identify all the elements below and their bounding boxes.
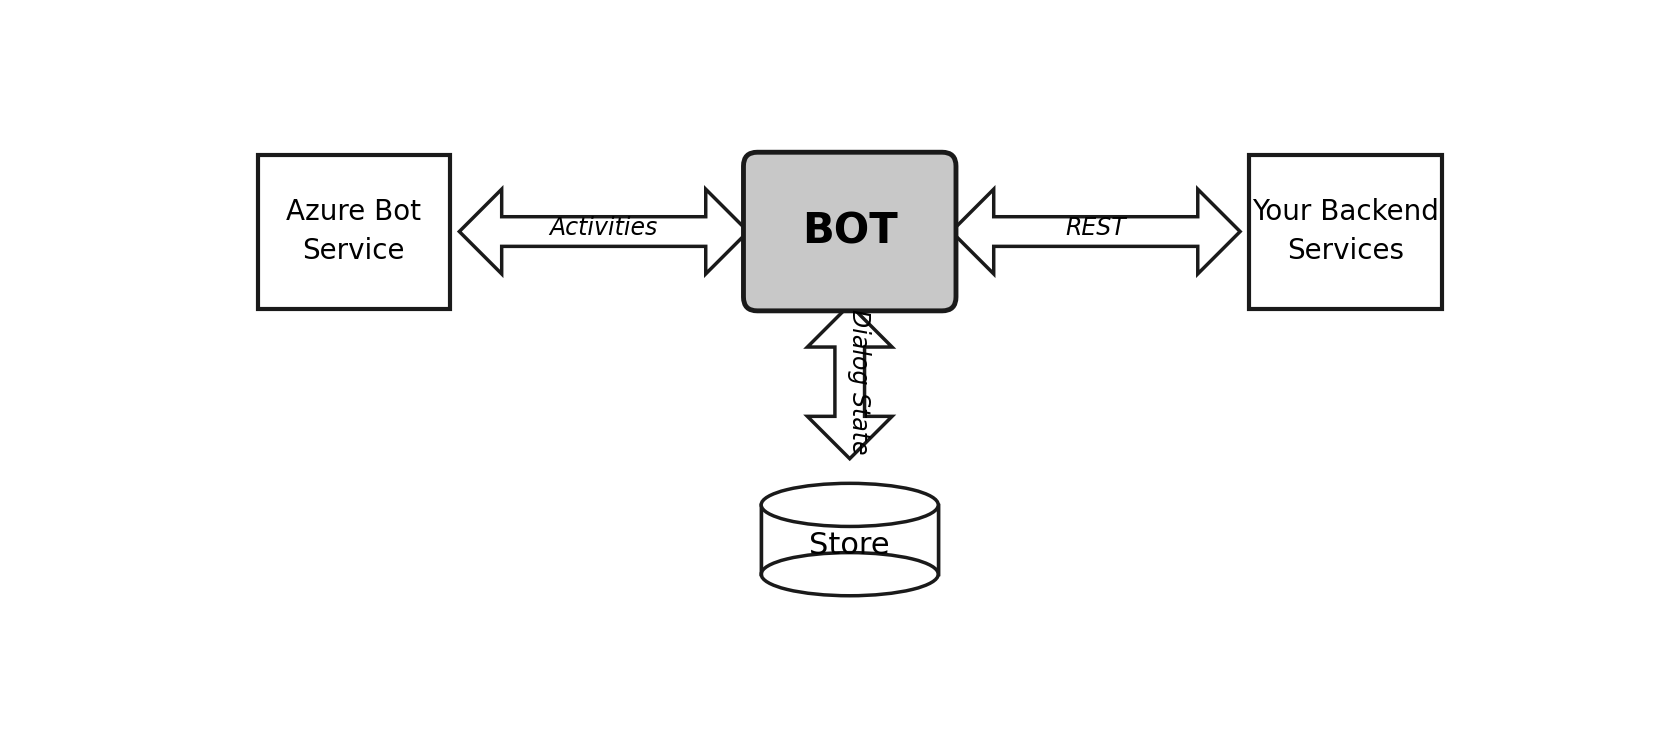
FancyBboxPatch shape [257, 155, 449, 308]
Text: Store: Store [809, 531, 890, 560]
Text: Activities: Activities [548, 216, 658, 240]
Text: Dialog State: Dialog State [847, 309, 870, 454]
Text: Your Backend
Services: Your Backend Services [1251, 198, 1438, 265]
FancyBboxPatch shape [742, 152, 956, 311]
Polygon shape [807, 305, 891, 459]
Ellipse shape [761, 553, 938, 595]
Text: REST: REST [1065, 216, 1125, 240]
Text: BOT: BOT [802, 210, 896, 252]
Text: Azure Bot
Service: Azure Bot Service [287, 198, 421, 265]
Polygon shape [459, 189, 747, 274]
FancyBboxPatch shape [761, 505, 938, 574]
Ellipse shape [761, 484, 938, 526]
FancyBboxPatch shape [1249, 155, 1442, 308]
Polygon shape [951, 189, 1239, 274]
